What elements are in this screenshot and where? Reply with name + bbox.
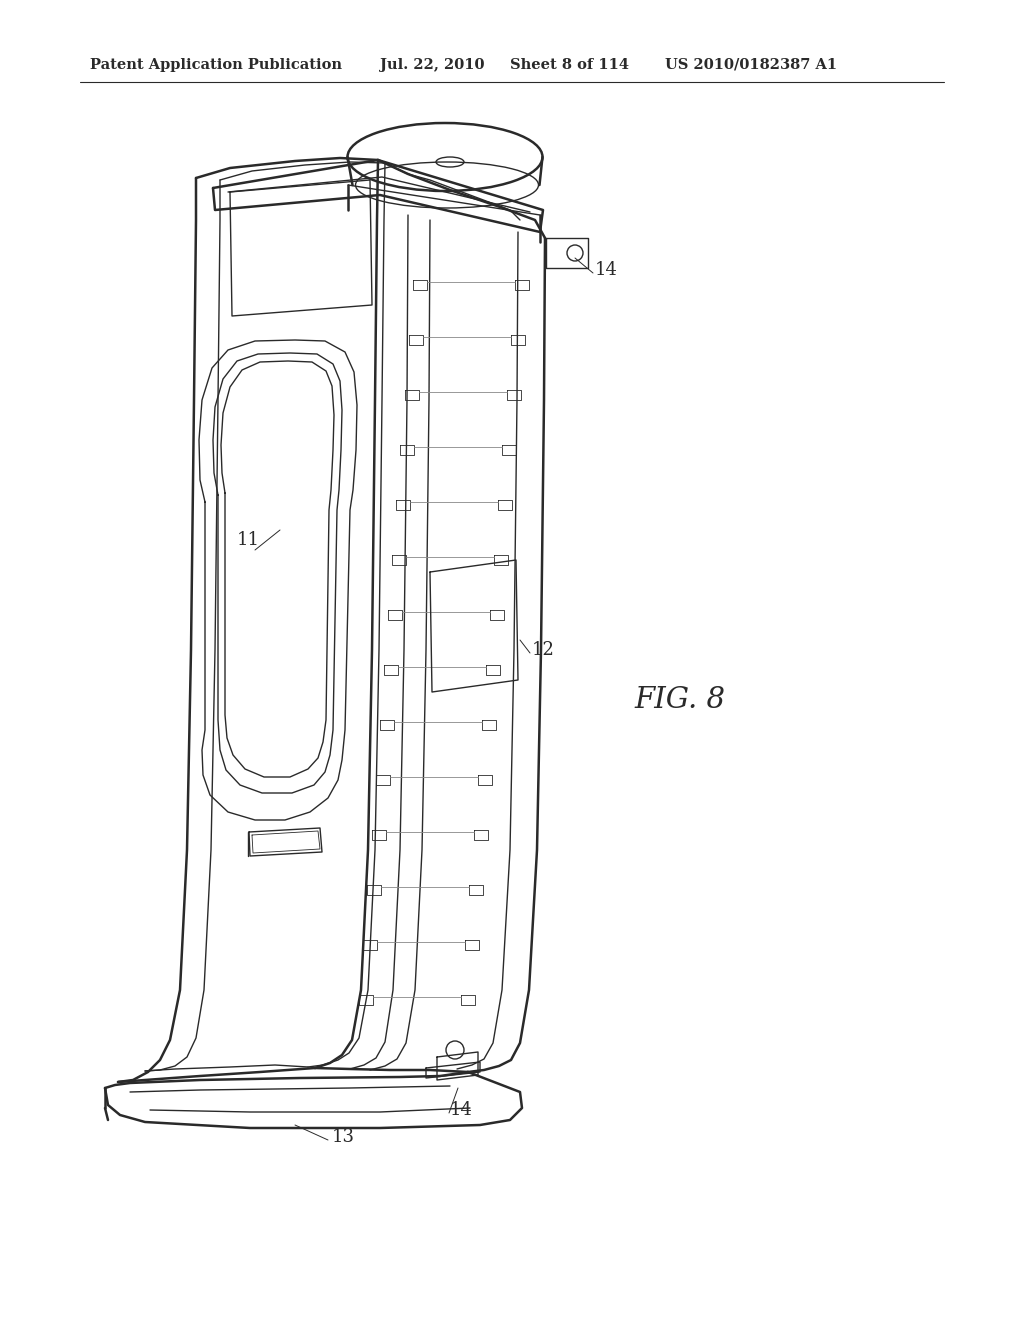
Text: Patent Application Publication: Patent Application Publication [90,58,342,73]
Text: FIG. 8: FIG. 8 [634,686,725,714]
Text: Sheet 8 of 114: Sheet 8 of 114 [510,58,629,73]
Text: Jul. 22, 2010: Jul. 22, 2010 [380,58,484,73]
Text: 12: 12 [532,642,555,659]
Text: US 2010/0182387 A1: US 2010/0182387 A1 [665,58,838,73]
Text: 13: 13 [332,1129,355,1146]
Text: 11: 11 [237,531,259,549]
Text: 14: 14 [450,1101,473,1119]
Text: 14: 14 [595,261,617,279]
